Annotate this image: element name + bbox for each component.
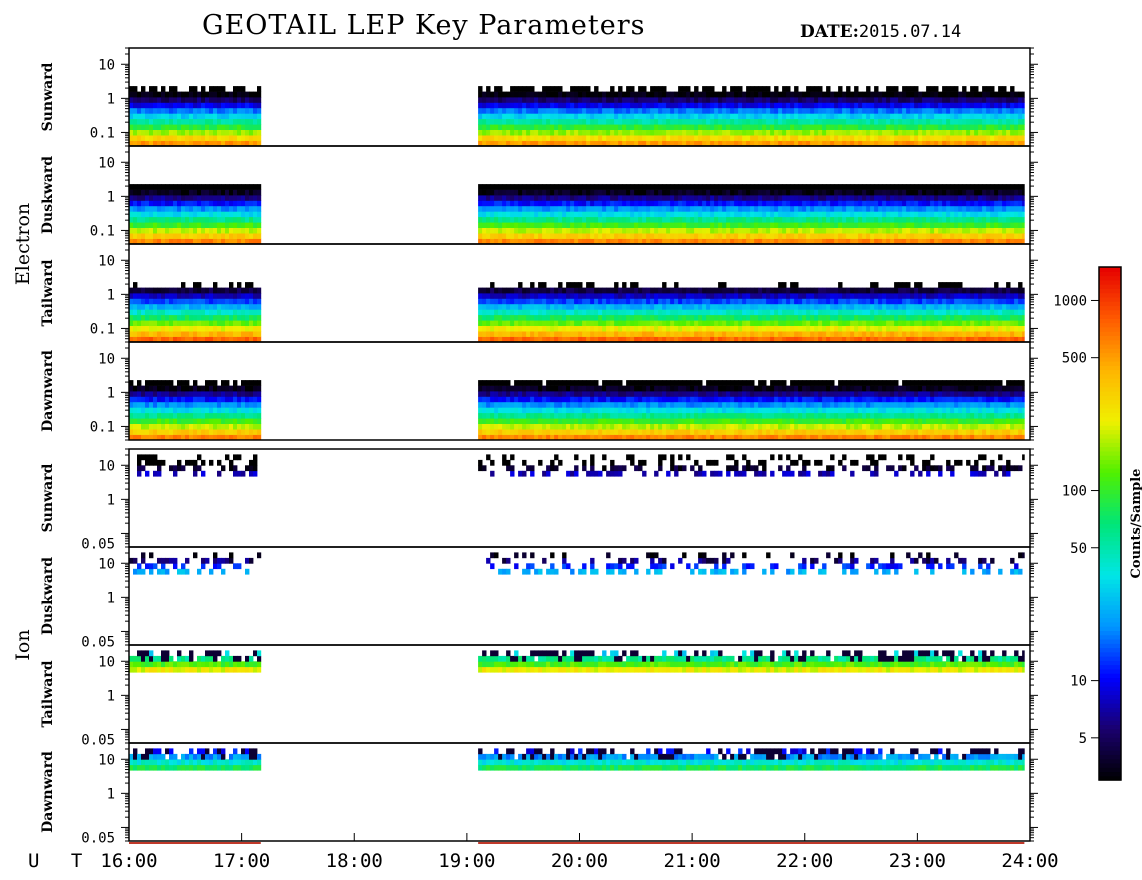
y-tick-label: 10 bbox=[98, 752, 115, 768]
x-tick-label: 17:00 bbox=[213, 850, 270, 872]
y-tick-label: 0.1 bbox=[90, 223, 115, 239]
y-tick-label: 1 bbox=[107, 786, 115, 802]
y-tick-label: 1 bbox=[107, 385, 115, 401]
colorbar-frame bbox=[1098, 266, 1122, 781]
spectrogram-cells bbox=[137, 454, 1025, 477]
y-tick-label: 10 bbox=[98, 351, 115, 367]
panel-direction-label: Duskward bbox=[40, 557, 56, 635]
y-tick-label: 1 bbox=[107, 590, 115, 606]
y-minor-ticks bbox=[121, 341, 1038, 441]
y-tick-label: 10 bbox=[98, 556, 115, 572]
spectrogram-cells bbox=[129, 282, 1025, 343]
date-label: DATE:2015.07.14 bbox=[800, 22, 961, 42]
panel-direction-label: Dawnward bbox=[40, 350, 56, 432]
panel-direction-label: Sunward bbox=[40, 62, 56, 131]
panel-direction-label: Duskward bbox=[40, 156, 56, 234]
panel-frame bbox=[128, 341, 1031, 441]
y-tick-label: 1 bbox=[107, 287, 115, 303]
x-tick-label: 18:00 bbox=[326, 850, 383, 872]
y-tick-label: 0.05 bbox=[81, 831, 115, 847]
y-minor-ticks bbox=[121, 546, 1038, 646]
y-minor-ticks bbox=[121, 742, 1038, 842]
y-minor-ticks bbox=[121, 145, 1038, 245]
x-axis-label: U T bbox=[28, 850, 93, 872]
chart-title: GEOTAIL LEP Key Parameters bbox=[202, 10, 646, 41]
panel-direction-label: Tailward bbox=[40, 660, 56, 727]
y-tick-label: 1 bbox=[107, 91, 115, 107]
panel-ion-duskward: 10 1 0.05 Duskward bbox=[40, 546, 1038, 651]
date-prefix: DATE: bbox=[800, 22, 859, 42]
spectrogram-cells bbox=[129, 748, 1025, 771]
y-tick-label: 0.05 bbox=[81, 537, 115, 553]
colorbar: 5 10 50 100 500 1000 Counts/Sample bbox=[1053, 266, 1142, 781]
colorbar-tick-label: 10 bbox=[1070, 674, 1087, 690]
spectrogram-cells bbox=[129, 650, 1025, 673]
panel-electron-duskward: 10 1 0.1 Duskward bbox=[40, 145, 1038, 245]
spectrogram-cells bbox=[129, 86, 1025, 147]
panel-frame bbox=[128, 448, 1031, 548]
panel-electron-dawnward: 10 1 0.1 Dawnward bbox=[40, 341, 1038, 441]
x-tick-label: 20:00 bbox=[551, 850, 608, 872]
x-axis: 16:00 17:00 18:00 19:00 20:00 21:00 22:00 23:00… bbox=[100, 833, 1059, 872]
spectrogram-cells bbox=[129, 552, 1025, 575]
y-tick-label: 1 bbox=[107, 492, 115, 508]
panel-direction-label: Tailward bbox=[40, 259, 56, 326]
y-tick-label: 10 bbox=[98, 253, 115, 269]
date-value: 2015.07.14 bbox=[858, 22, 962, 42]
y-minor-ticks bbox=[121, 448, 1038, 548]
y-tick-label: 0.1 bbox=[90, 321, 115, 337]
x-tick-label: 23:00 bbox=[889, 850, 946, 872]
x-tick-label: 21:00 bbox=[664, 850, 721, 872]
y-tick-label: 1 bbox=[107, 688, 115, 704]
y-tick-label: 0.05 bbox=[81, 733, 115, 749]
y-tick-label: 0.1 bbox=[90, 419, 115, 435]
y-tick-label: 10 bbox=[98, 654, 115, 670]
y-tick-label: 10 bbox=[98, 458, 115, 474]
y-tick-label: 10 bbox=[98, 155, 115, 171]
colorbar-tick-label: 1000 bbox=[1053, 293, 1087, 309]
group-label-electron: Electron bbox=[12, 203, 34, 285]
panel-direction-label: Dawnward bbox=[40, 751, 56, 833]
panel-ion-sunward: 10 1 0.05 Sunward bbox=[40, 448, 1038, 553]
spectrogram-cells bbox=[129, 380, 1025, 441]
x-tick-label: 22:00 bbox=[776, 850, 833, 872]
spectrogram-cells bbox=[129, 184, 1025, 245]
panel-ion-dawnward: 10 1 0.05 Dawnward bbox=[40, 742, 1038, 847]
x-tick-label: 19:00 bbox=[438, 850, 495, 872]
panel-frame bbox=[128, 546, 1031, 646]
x-tick-label: 16:00 bbox=[100, 850, 157, 872]
colorbar-tick-label: 500 bbox=[1062, 351, 1087, 367]
panel-electron-sunward: 10 1 0.1 Sunward bbox=[40, 47, 1038, 147]
colorbar-label: Counts/Sample bbox=[1129, 469, 1142, 579]
y-tick-label: 0.05 bbox=[81, 635, 115, 651]
y-minor-ticks bbox=[121, 644, 1038, 744]
y-tick-label: 1 bbox=[107, 189, 115, 205]
colorbar-tick-label: 50 bbox=[1070, 541, 1087, 557]
panel-electron-tailward: 10 1 0.1 Tailward bbox=[40, 243, 1038, 343]
x-tick-label: 24:00 bbox=[1001, 850, 1058, 872]
y-tick-label: 0.1 bbox=[90, 125, 115, 141]
panel-direction-label: Sunward bbox=[40, 463, 56, 532]
panel-ion-tailward: 10 1 0.05 Tailward bbox=[40, 644, 1038, 749]
colorbar-tick-label: 100 bbox=[1062, 484, 1087, 500]
group-label-ion: Ion bbox=[12, 629, 34, 660]
y-tick-label: 10 bbox=[98, 57, 115, 73]
colorbar-tick-label: 5 bbox=[1079, 731, 1087, 747]
